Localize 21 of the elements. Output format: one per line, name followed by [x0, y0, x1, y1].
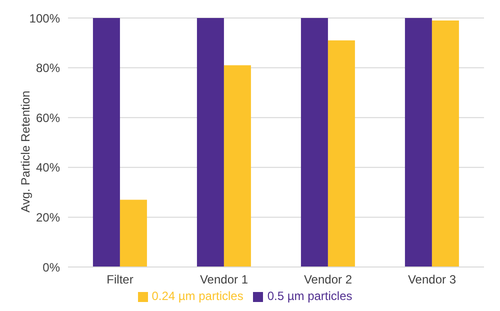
- y-tick-label: 100%: [29, 11, 60, 26]
- x-tick-label: Filter: [106, 272, 134, 287]
- legend-label: 0.24 µm particles: [152, 289, 244, 303]
- y-tick-label: 20%: [36, 210, 60, 224]
- bar: [300, 18, 328, 267]
- bar: [224, 65, 251, 267]
- x-tick-label: Vendor 2: [304, 272, 352, 287]
- legend-label: 0.5 µm particles: [267, 289, 352, 303]
- x-tick-label: Vendor 1: [200, 272, 248, 287]
- bar: [196, 18, 224, 267]
- y-tick-label: 0%: [42, 260, 60, 274]
- y-axis-title: Avg. Particle Retention: [18, 90, 32, 212]
- bar: [92, 18, 120, 267]
- y-tick-label: 80%: [36, 61, 60, 76]
- bar: [328, 40, 355, 267]
- y-tick-label: 60%: [36, 110, 60, 125]
- bar: [404, 18, 432, 267]
- y-tick-label: 40%: [36, 160, 60, 175]
- bar: [432, 20, 459, 267]
- x-tick-label: Vendor 3: [408, 272, 456, 287]
- bar: [120, 200, 147, 267]
